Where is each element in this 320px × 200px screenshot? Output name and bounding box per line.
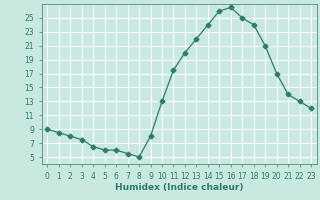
- X-axis label: Humidex (Indice chaleur): Humidex (Indice chaleur): [115, 183, 244, 192]
